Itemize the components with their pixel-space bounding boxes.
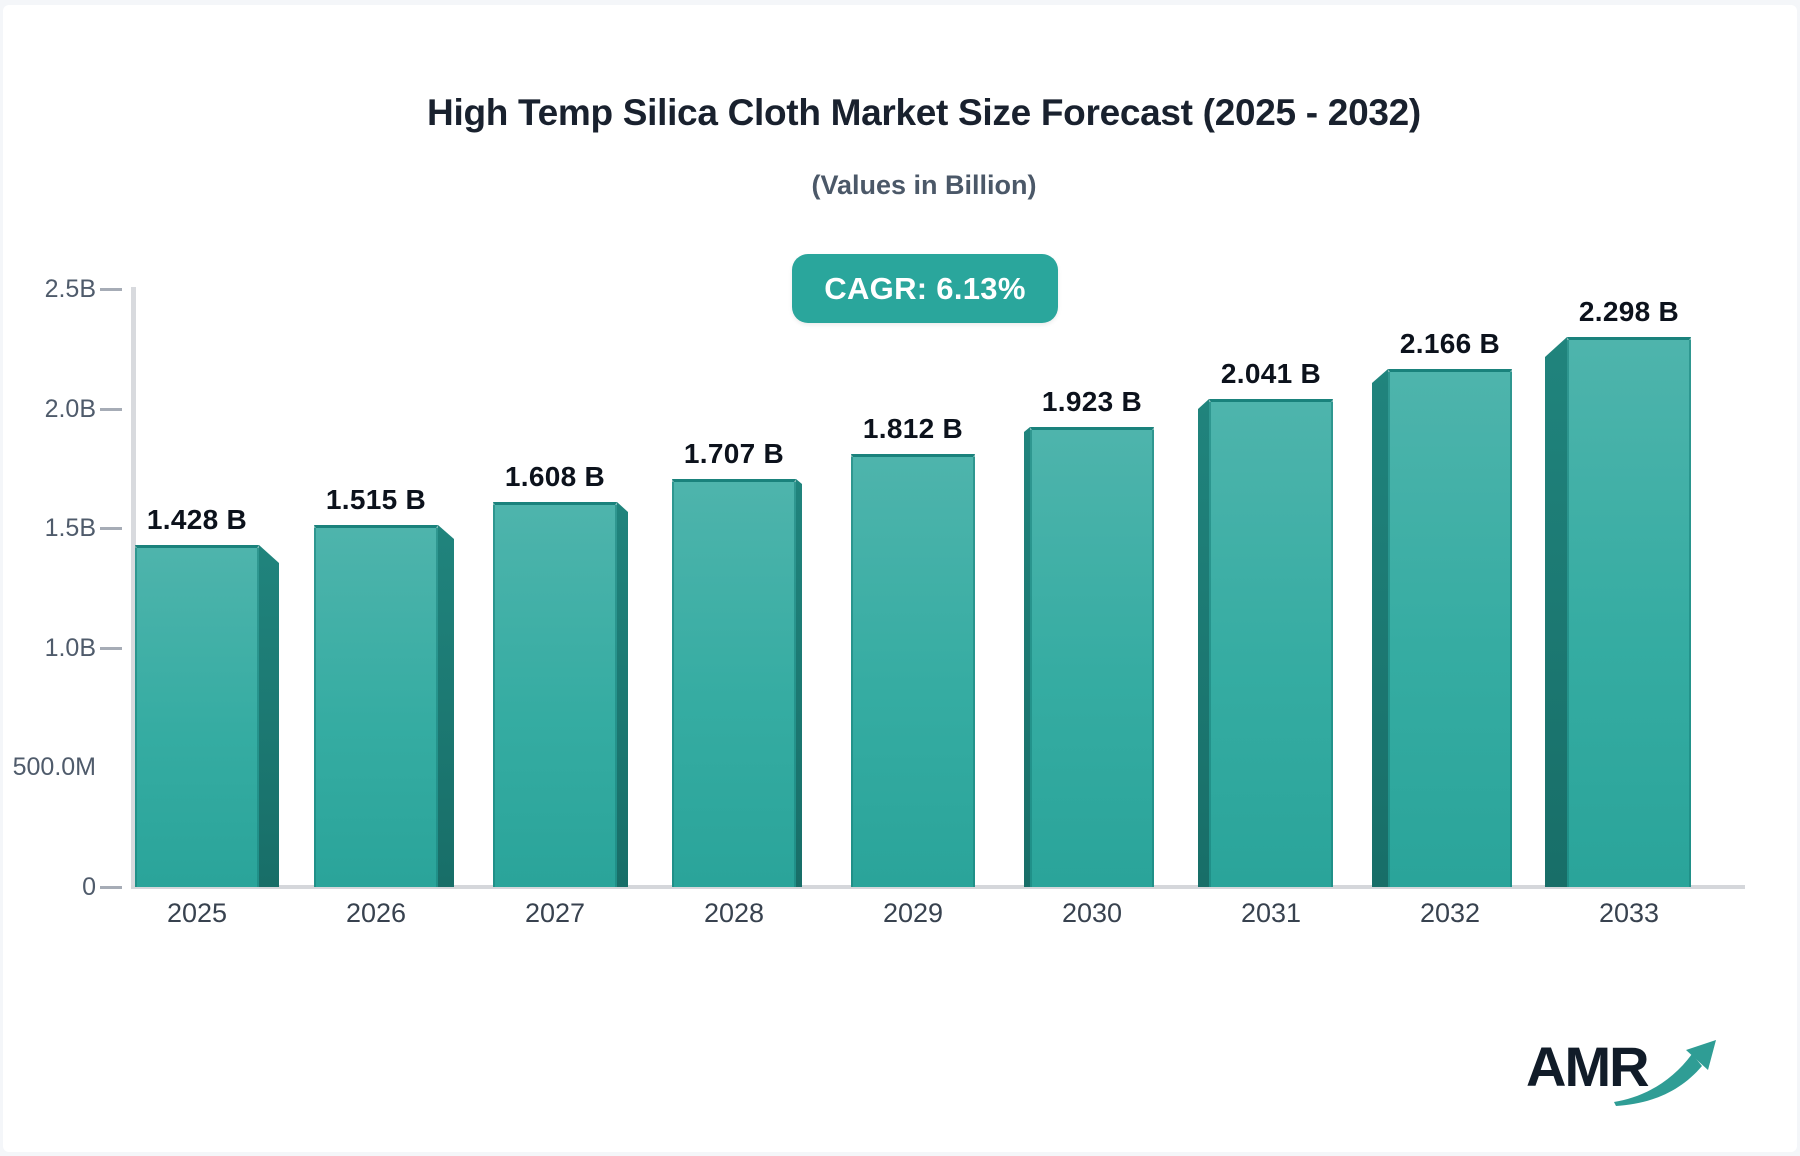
cagr-badge: CAGR: 6.13%: [792, 254, 1058, 323]
y-axis-line: [131, 287, 136, 887]
amr-logo-arrow-icon: [1614, 1040, 1716, 1106]
bar-side-face-2033: [1545, 337, 1567, 887]
y-axis-tick-label-0: 0: [82, 873, 96, 901]
x-axis-label-2029: 2029: [882, 898, 944, 928]
chart-title: High Temp Silica Cloth Market Size Forec…: [427, 92, 1421, 133]
bar-2026[interactable]: [314, 525, 438, 887]
bar-side-face-2031: [1198, 399, 1209, 887]
y-axis-tick-label-1.5B: 1.5B: [44, 514, 96, 543]
x-axis-label-2030: 2030: [1061, 898, 1123, 928]
x-axis-label-2032: 2032: [1419, 898, 1481, 928]
bar-value-label-2031: 2.041 B: [1220, 358, 1322, 389]
y-axis-tick-mark: [100, 288, 122, 291]
y-axis-tick-mark: [100, 527, 122, 531]
y-axis-tick-label-2.0B: 2.0B: [44, 394, 96, 423]
bar-side-face-2026: [438, 525, 454, 887]
bar-side-face-2025: [259, 545, 279, 887]
y-axis-tick-label-1.0B: 1.0B: [44, 633, 96, 662]
bar-side-face-2032: [1372, 369, 1388, 887]
bar-2032[interactable]: [1388, 369, 1512, 887]
x-axis-label-2033: 2033: [1598, 898, 1660, 928]
y-axis-tick-label-2.5B: 2.5B: [44, 275, 96, 303]
x-axis-label-2027: 2027: [524, 898, 586, 928]
bar-2033[interactable]: [1567, 337, 1691, 887]
bar-value-label-2026: 1.515 B: [325, 484, 427, 515]
bar-2027[interactable]: [493, 502, 617, 887]
bar-2028[interactable]: [672, 479, 796, 887]
bar-value-label-2028: 1.707 B: [683, 438, 785, 469]
bar-2031[interactable]: [1209, 399, 1333, 887]
x-axis-label-2026: 2026: [345, 898, 407, 928]
x-axis-label-2028: 2028: [703, 898, 765, 928]
bar-value-label-2027: 1.608 B: [504, 461, 606, 492]
amr-logo-text: AMR: [1526, 1035, 1650, 1098]
x-axis-label-2031: 2031: [1240, 898, 1302, 928]
x-axis-line: [131, 885, 1745, 889]
bar-value-label-2033: 2.298 B: [1578, 296, 1680, 327]
bar-2030[interactable]: [1030, 427, 1154, 887]
amr-logo: AMR: [1526, 1030, 1726, 1120]
x-axis-label-2025: 2025: [166, 898, 228, 928]
bar-side-face-2030: [1024, 427, 1030, 887]
y-axis-tick-mark: [100, 407, 122, 411]
chart-subtitle: (Values in Billion): [811, 170, 1037, 200]
y-axis-tick-label-500.0M: 500.0M: [12, 753, 96, 782]
bar-value-label-2029: 1.812 B: [862, 413, 964, 444]
y-axis-tick-mark: [100, 646, 122, 650]
bar-value-label-2032: 2.166 B: [1399, 328, 1501, 359]
bar-2029[interactable]: [851, 454, 975, 887]
bar-2025[interactable]: [135, 545, 259, 887]
bar-value-label-2025: 1.428 B: [146, 504, 248, 535]
bar-side-face-2028: [796, 479, 802, 887]
bar-side-face-2027: [617, 502, 628, 887]
bar-value-label-2030: 1.923 B: [1041, 386, 1143, 417]
y-axis-tick-mark: [100, 886, 122, 889]
